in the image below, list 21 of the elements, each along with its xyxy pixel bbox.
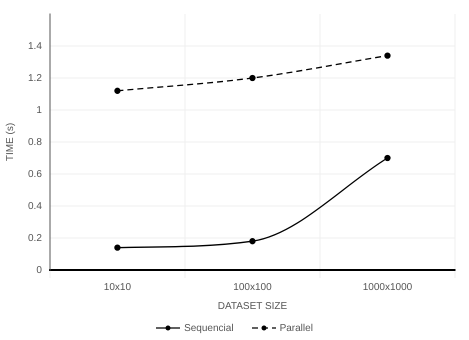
point [249,238,256,244]
y-tick-label: 0.8 [28,136,42,148]
point [114,244,121,251]
x-axis-title: DATASET SIZE [218,300,288,312]
point [114,88,121,94]
x-tick-label: 10x10 [104,282,132,293]
legend-label: Parallel [280,322,313,334]
y-axis-title: TIME (s) [4,122,16,162]
y-tick-label: 1 [36,104,42,116]
legend-label: Sequencial [184,322,234,334]
x-tick-label: 100x100 [233,282,272,293]
point [384,154,391,162]
y-tick-label: 1.4 [28,40,42,52]
point [384,52,391,59]
y-tick-label: 0.2 [28,232,42,244]
y-tick-label: 0.6 [28,168,42,180]
y-tick-label: 0.4 [28,200,42,212]
x-tick-label: 1000x1000 [362,282,413,293]
y-tick-label: 0 [36,264,42,276]
y-tick-label: 1.2 [28,72,42,84]
point [249,74,256,82]
